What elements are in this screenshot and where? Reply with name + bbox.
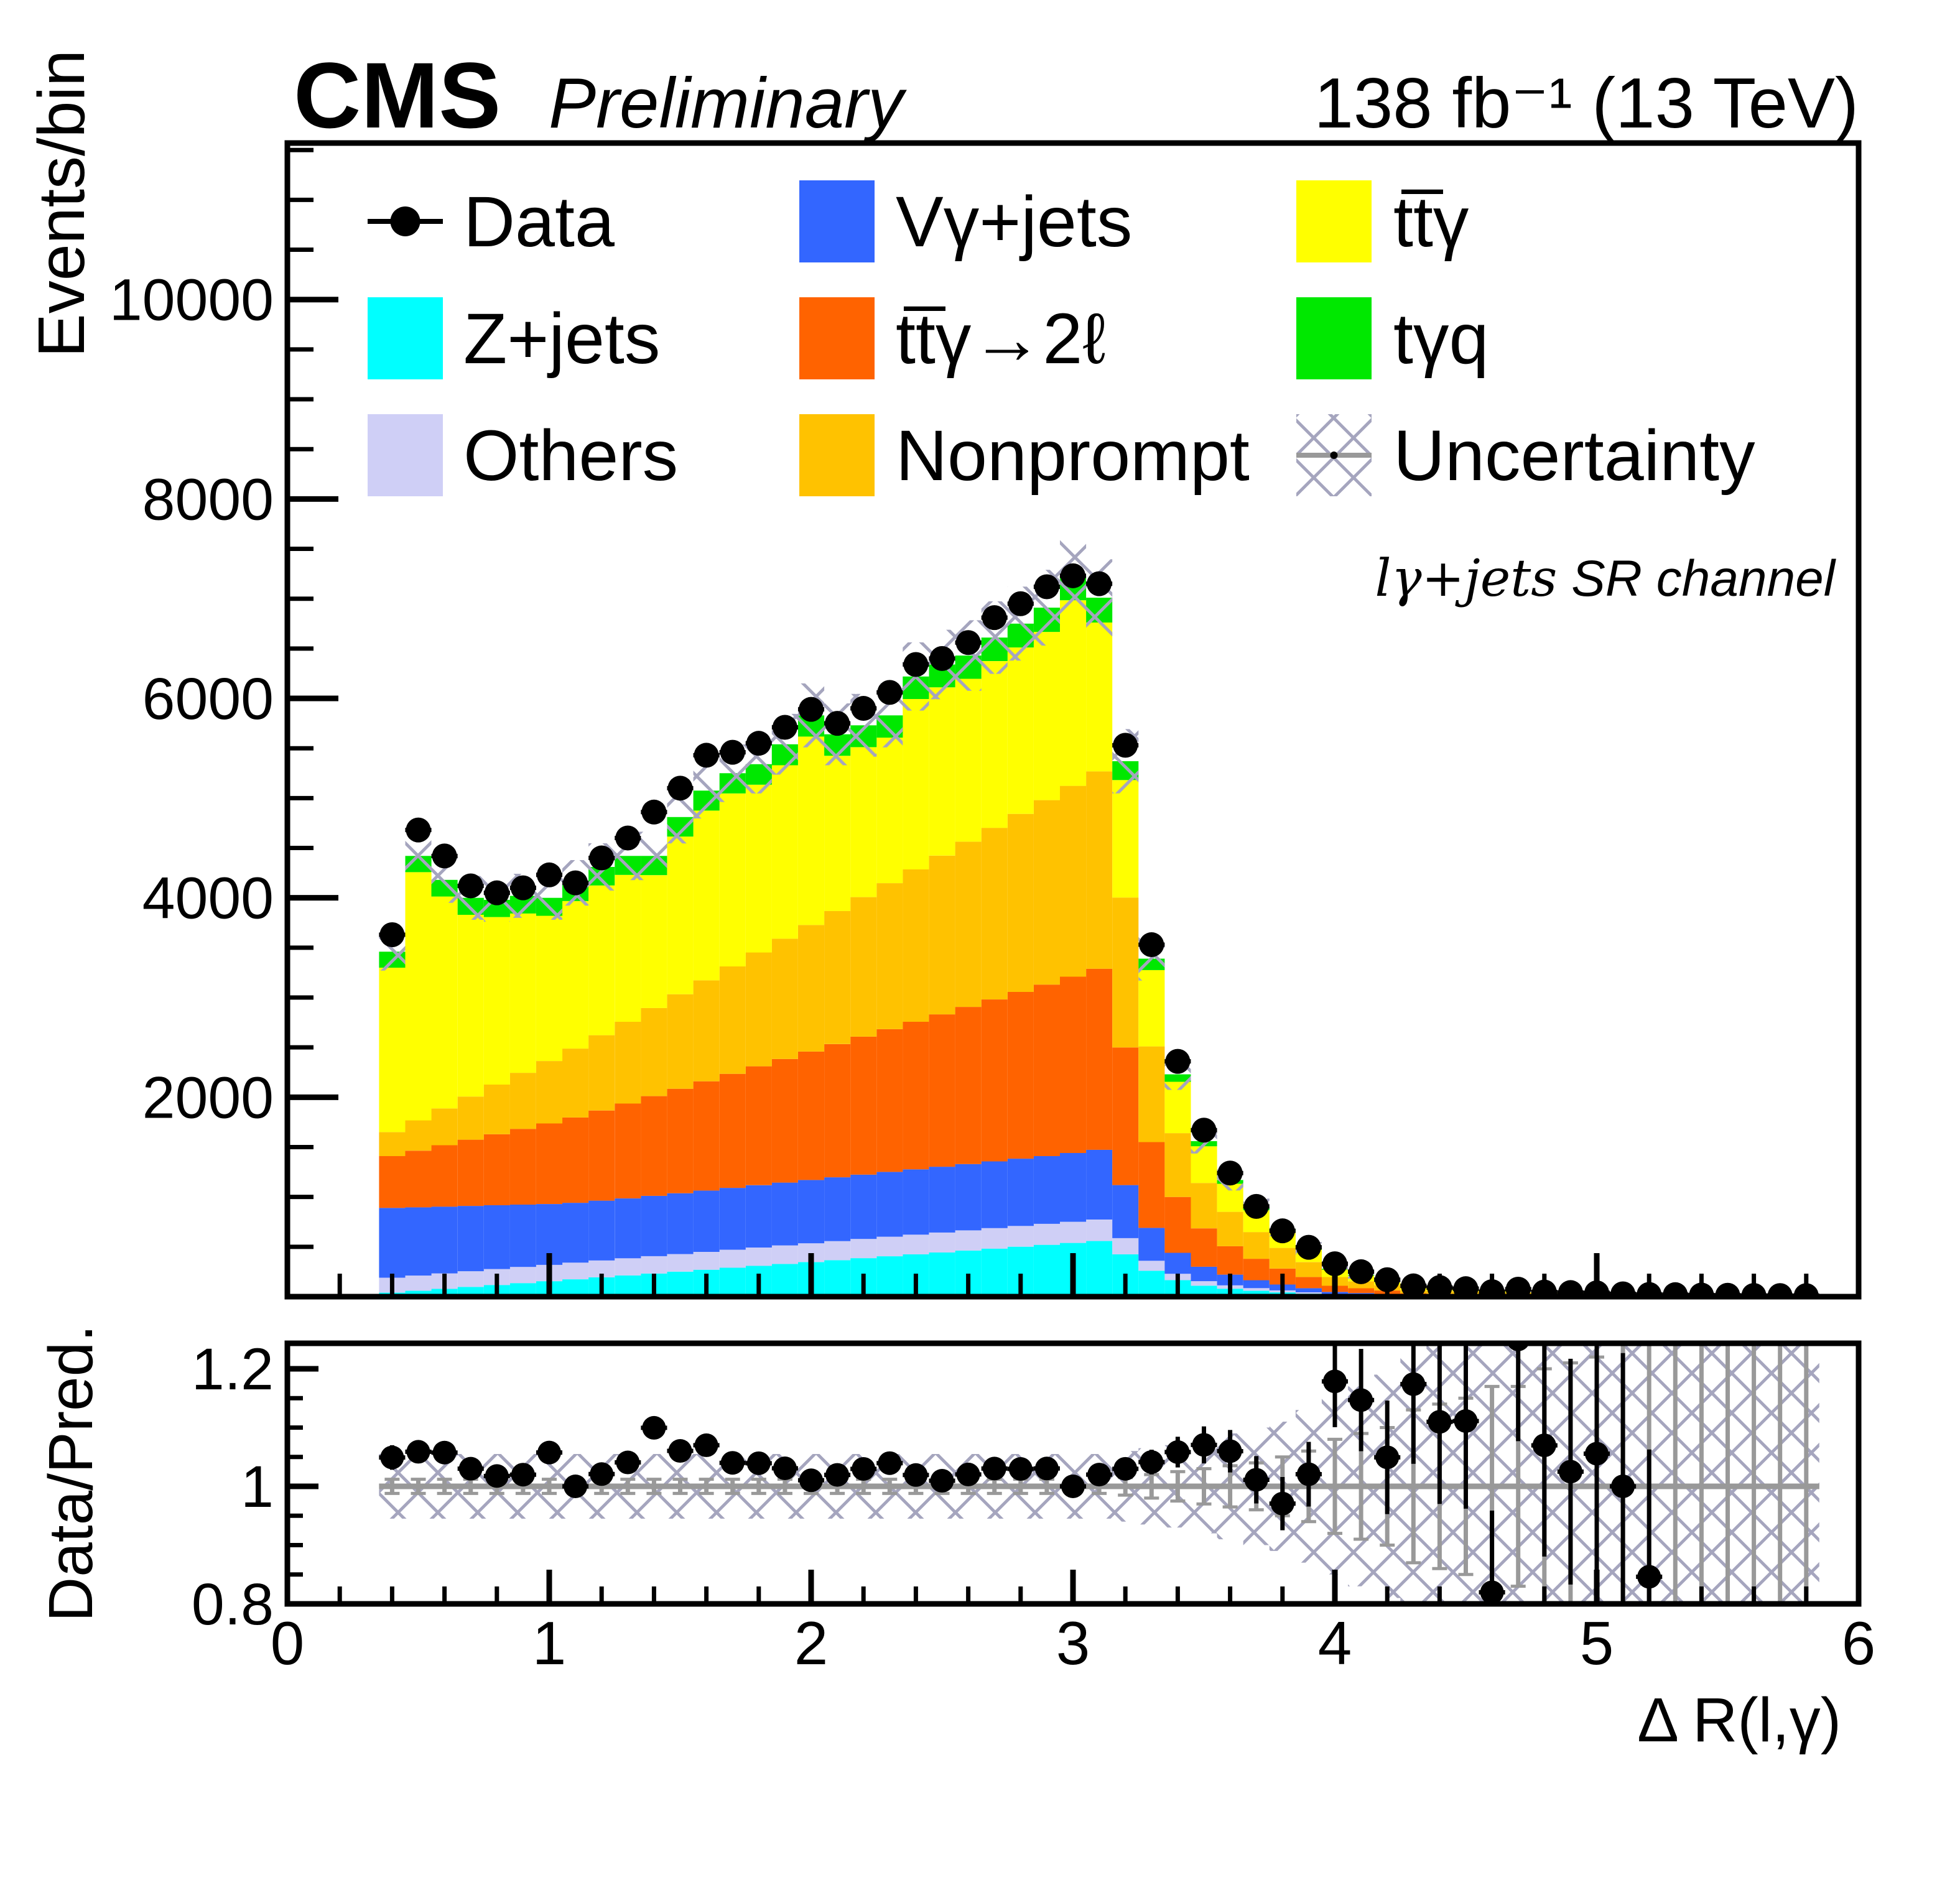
channel-annotation-rest: SR channel xyxy=(1557,550,1836,607)
legend-label: tγq xyxy=(1393,299,1489,379)
series-1 xyxy=(379,1220,1689,1297)
ratio-tick-label: 1.2 xyxy=(192,1336,274,1402)
legend-item-nonprompt: Nonprompt xyxy=(799,414,1250,496)
x-tick-label: 4 xyxy=(1318,1609,1352,1677)
legend-swatch xyxy=(1296,297,1372,379)
x-axis-title: Δ R(l,γ) xyxy=(1637,1685,1841,1755)
axis-tick-labels: 2000 4000 6000 8000 10000 0 1 2 3 4 5 6 0.8 1 1.2 xyxy=(109,267,1875,1677)
y-tick-label: 6000 xyxy=(142,666,274,732)
legend-label: Data xyxy=(463,182,615,262)
x-tick-label: 0 xyxy=(271,1609,305,1677)
legend-label: Z+jets xyxy=(463,299,660,379)
luminosity-label: 138 fb⁻¹ (13 TeV) xyxy=(1314,64,1859,143)
ratio-data-points xyxy=(379,1343,1663,1604)
x-tick-label: 3 xyxy=(1056,1609,1090,1677)
main-axis-ticks xyxy=(287,147,1809,1297)
legend-item-v-jets: Vγ+jets xyxy=(799,180,1132,262)
legend-item-t-q: tγq xyxy=(1296,297,1489,379)
stacked-histogram xyxy=(379,575,1819,1297)
x-tick-label: 1 xyxy=(532,1609,567,1677)
legend-item-tt-: tt̅γ xyxy=(1296,180,1469,262)
legend-item-data: Data xyxy=(368,182,615,262)
series-3 xyxy=(379,968,1819,1297)
y-tick-label: 2000 xyxy=(142,1065,274,1131)
legend-swatch xyxy=(799,414,875,496)
channel-annotation-math: lγ+jets xyxy=(1375,549,1557,608)
legend: Data Z+jets Others Vγ+jets tt̅γ→2ℓ Nonprompt t… xyxy=(368,180,1755,496)
channel-annotation: lγ+jets SR channel xyxy=(1375,549,1836,608)
legend-label: Others xyxy=(463,416,678,496)
legend-swatch xyxy=(368,414,443,496)
y-tick-label: 8000 xyxy=(142,466,274,532)
y-tick-label: 4000 xyxy=(142,866,274,932)
y-axis-title: Events/bin xyxy=(25,50,98,358)
main-panel-frame xyxy=(284,140,1862,1300)
legend-swatch xyxy=(1296,180,1372,262)
legend-label: tt̅γ xyxy=(1393,182,1469,262)
legend-label: tt̅γ→2ℓ xyxy=(896,299,1106,379)
legend-swatch xyxy=(799,297,875,379)
legend-swatch xyxy=(368,297,443,379)
legend-item-z-jets: Z+jets xyxy=(368,297,660,379)
series-4 xyxy=(379,771,1819,1297)
legend-item-tt-2-: tt̅γ→2ℓ xyxy=(799,297,1106,379)
ratio-panel-frame xyxy=(284,1340,1862,1607)
ratio-y-axis-title: Data/Pred. xyxy=(36,1325,106,1622)
ratio-tick-label: 0.8 xyxy=(192,1572,274,1637)
ratio-tick-label: 1 xyxy=(241,1454,274,1520)
status-label: Preliminary xyxy=(549,64,907,143)
legend-label: Uncertainty xyxy=(1393,416,1755,496)
y-tick-label: 10000 xyxy=(109,267,274,333)
x-tick-label: 5 xyxy=(1580,1609,1614,1677)
data-points xyxy=(379,563,1819,1297)
series-2 xyxy=(379,1149,1819,1297)
legend-item-others: Others xyxy=(368,414,678,496)
legend-item-uncertainty: Uncertainty xyxy=(1296,414,1755,496)
legend-data-marker-icon xyxy=(390,206,420,236)
legend-label: Nonprompt xyxy=(896,416,1250,496)
x-tick-label: 6 xyxy=(1842,1609,1876,1677)
ratio-axis-ticks xyxy=(287,1366,1809,1607)
series-5 xyxy=(379,600,1819,1297)
x-tick-label: 2 xyxy=(794,1609,829,1677)
legend-label: Vγ+jets xyxy=(896,182,1132,262)
legend-swatch xyxy=(799,180,875,262)
experiment-label: CMS xyxy=(294,43,501,147)
